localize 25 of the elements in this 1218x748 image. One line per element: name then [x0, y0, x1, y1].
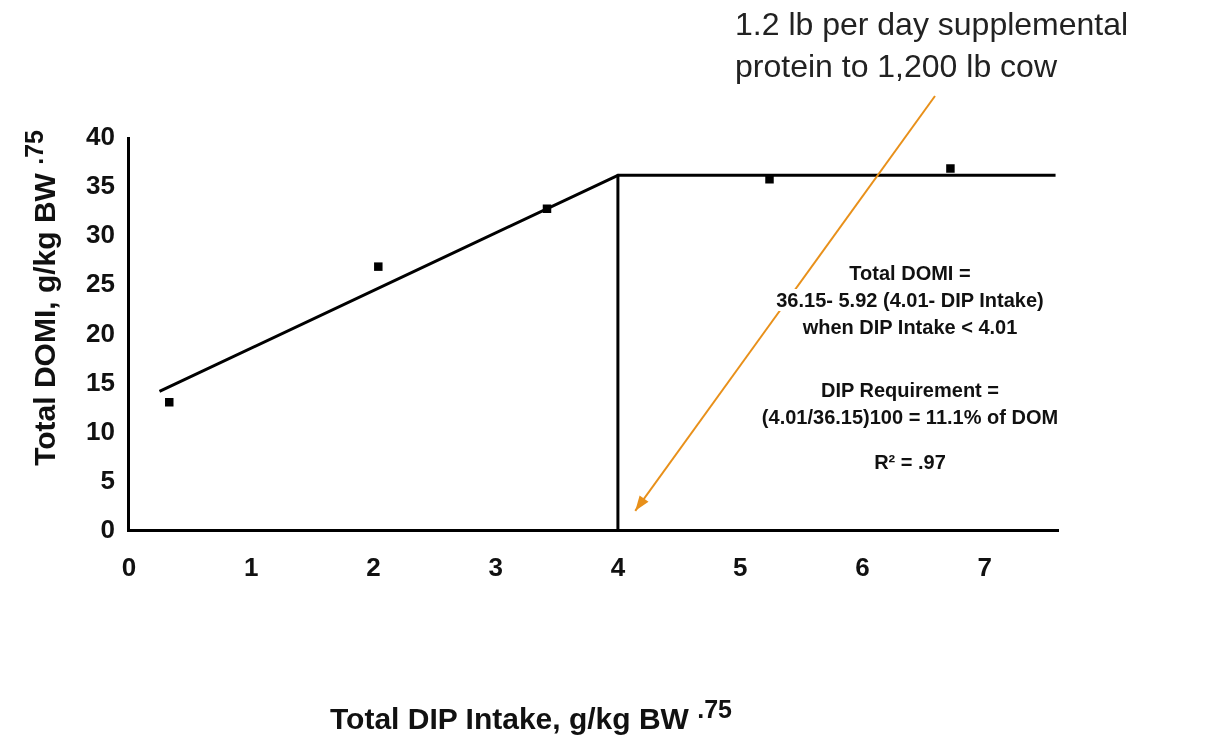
y-tick-label: 5: [100, 464, 115, 495]
annotation: DIP Requirement =: [820, 379, 1000, 401]
text: 1.2 lb per day supplemental protein to 1,200 lb cow: [735, 5, 1129, 84]
x-tick-label: 3: [488, 551, 503, 582]
y-tick-label: 25: [86, 268, 115, 299]
x-tick-label: 7: [977, 551, 992, 582]
y-tick-label: 15: [86, 366, 115, 397]
annotation: R² = .97: [874, 451, 946, 473]
x-tick-label: 4: [610, 551, 626, 582]
y-tick-label: 0: [100, 513, 115, 544]
x-tick-label: 0: [121, 551, 137, 582]
y-tick-label: 35: [86, 170, 115, 201]
x-tick-label: 2: [366, 551, 381, 582]
y-tick-label: 20: [86, 317, 115, 348]
y-tick-label: 40: [86, 121, 115, 152]
annotation: when DIP Intake < 4.01: [802, 316, 1018, 338]
y-tick-label: 30: [86, 219, 115, 250]
x-axis-title: Total DIP Intake, g/kg BW $^{.75}$: [330, 695, 733, 736]
y-tick-label: 10: [86, 415, 115, 446]
x-tick-label: 1: [243, 551, 259, 582]
annotation: 36.15- 5.92 (4.01- DIP Intake): [776, 289, 1044, 311]
annotation: Total DOMI =: [849, 262, 971, 284]
x-tick-label: 6: [855, 551, 870, 582]
annotation: (4.01/36.15)100 = 11.1% of DOM: [761, 406, 1059, 428]
x-tick-label: 5: [732, 551, 748, 582]
